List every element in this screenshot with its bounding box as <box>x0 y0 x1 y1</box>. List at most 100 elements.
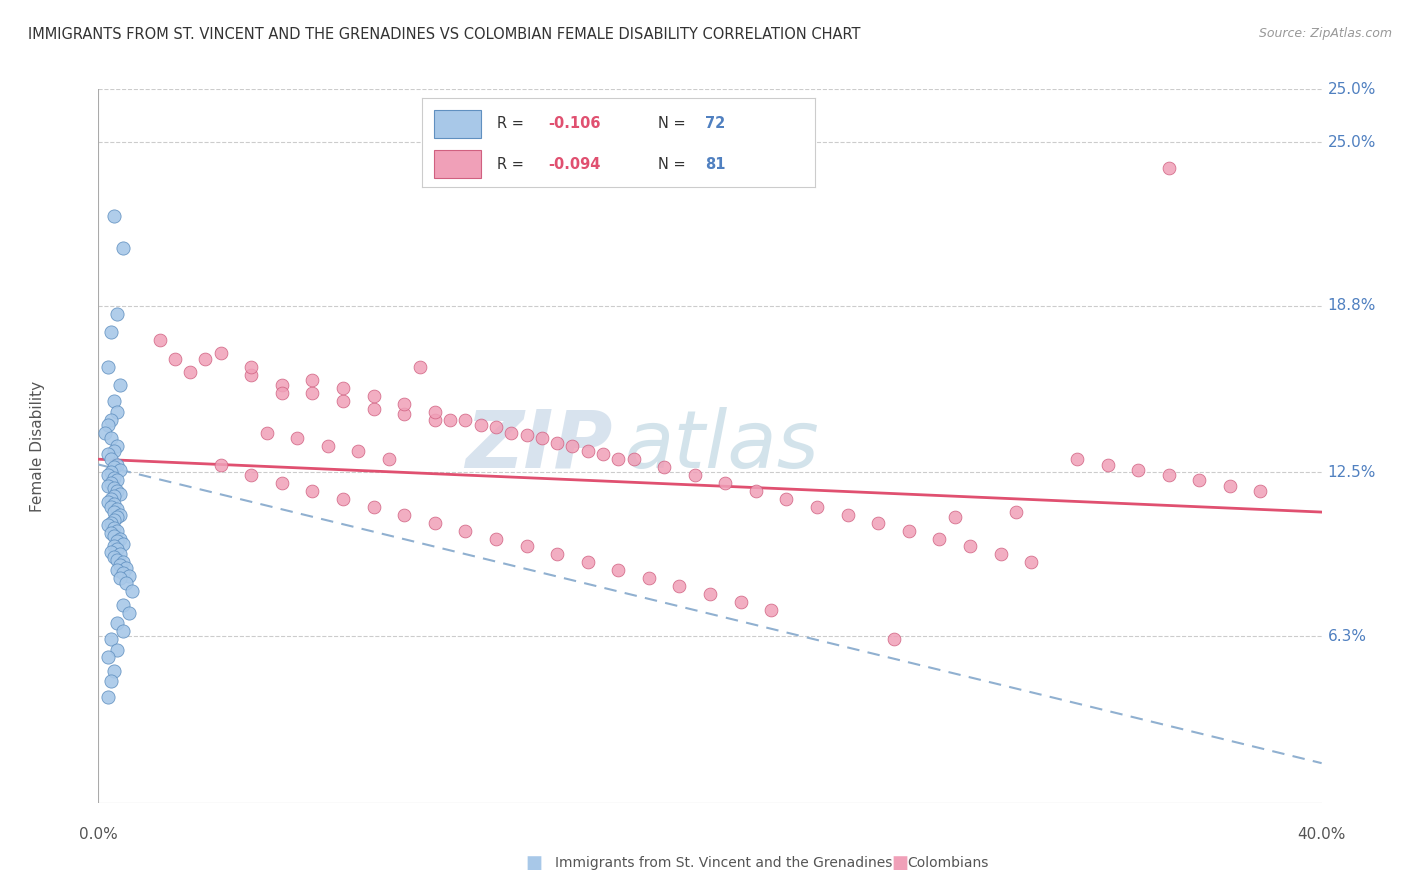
Text: 81: 81 <box>706 157 725 171</box>
Text: 18.8%: 18.8% <box>1327 299 1376 313</box>
Point <box>103 513 125 527</box>
Point <box>118 568 141 582</box>
Text: -0.106: -0.106 <box>548 117 600 131</box>
Text: 0.0%: 0.0% <box>79 827 118 841</box>
Point <box>100 516 122 530</box>
Point <box>115 560 138 574</box>
Point <box>392 397 416 411</box>
Text: N =: N = <box>658 157 690 171</box>
Point <box>100 545 122 559</box>
Point <box>97 690 120 704</box>
Point <box>105 563 128 577</box>
Text: -0.094: -0.094 <box>548 157 600 171</box>
Point <box>100 326 122 340</box>
Point <box>546 547 568 561</box>
Point <box>100 500 122 514</box>
Point <box>108 486 131 500</box>
Point <box>301 386 323 401</box>
Point <box>100 452 122 467</box>
Point <box>97 468 120 483</box>
Point <box>179 365 201 379</box>
Point <box>93 425 115 440</box>
Point <box>1188 474 1211 488</box>
Point <box>97 447 120 461</box>
Point <box>270 386 292 401</box>
Point <box>1019 555 1042 569</box>
Point <box>108 508 131 522</box>
Point <box>103 394 125 409</box>
Point <box>111 241 134 255</box>
Text: R =: R = <box>496 117 529 131</box>
Point <box>683 468 706 483</box>
Point <box>637 571 661 585</box>
Point <box>100 412 122 426</box>
Text: 6.3%: 6.3% <box>1327 629 1367 644</box>
Point <box>115 576 138 591</box>
Point <box>454 524 477 538</box>
Point <box>546 436 568 450</box>
Point <box>111 566 134 580</box>
Point <box>332 491 354 506</box>
Point <box>439 412 461 426</box>
Point <box>363 389 385 403</box>
Point <box>97 478 120 492</box>
Point <box>105 307 128 321</box>
FancyBboxPatch shape <box>433 150 481 178</box>
Point <box>111 555 134 569</box>
Point <box>1097 458 1119 472</box>
Point <box>105 502 128 516</box>
Point <box>363 500 385 514</box>
Point <box>108 547 131 561</box>
Text: 72: 72 <box>706 117 725 131</box>
Point <box>423 404 446 418</box>
Point <box>103 664 125 678</box>
Point <box>100 674 122 689</box>
Point <box>392 508 416 522</box>
Text: R =: R = <box>496 157 529 171</box>
Point <box>730 595 752 609</box>
Point <box>423 412 446 426</box>
Point <box>347 444 370 458</box>
Point <box>149 333 172 347</box>
Point <box>806 500 828 514</box>
Point <box>121 584 143 599</box>
Point <box>714 475 737 490</box>
Point <box>97 359 120 374</box>
Point <box>111 598 134 612</box>
Point <box>530 431 553 445</box>
Point <box>607 563 630 577</box>
Point <box>103 444 125 458</box>
Point <box>105 439 128 453</box>
Point <box>1128 463 1150 477</box>
Text: Colombians: Colombians <box>907 855 988 870</box>
Point <box>103 497 125 511</box>
Text: Immigrants from St. Vincent and the Grenadines: Immigrants from St. Vincent and the Gren… <box>555 855 893 870</box>
Point <box>240 368 263 382</box>
Point <box>576 444 599 458</box>
Point <box>240 359 263 374</box>
Point <box>105 552 128 566</box>
Point <box>699 587 721 601</box>
Text: ■: ■ <box>891 854 908 871</box>
Text: atlas: atlas <box>624 407 820 485</box>
Point <box>105 542 128 557</box>
Point <box>652 460 675 475</box>
Point <box>423 516 446 530</box>
Point <box>97 650 120 665</box>
Point <box>111 624 134 638</box>
Point <box>868 516 890 530</box>
Point <box>97 518 120 533</box>
Point <box>378 452 401 467</box>
Text: ■: ■ <box>526 854 543 871</box>
Text: IMMIGRANTS FROM ST. VINCENT AND THE GRENADINES VS COLOMBIAN FEMALE DISABILITY CO: IMMIGRANTS FROM ST. VINCENT AND THE GREN… <box>28 27 860 42</box>
Point <box>100 632 122 646</box>
Text: ZIP: ZIP <box>465 407 612 485</box>
Point <box>959 540 981 554</box>
Point <box>163 351 186 366</box>
Point <box>103 460 125 475</box>
Point <box>108 532 131 546</box>
Point <box>105 524 128 538</box>
Point <box>301 373 323 387</box>
Point <box>775 491 797 506</box>
Text: 25.0%: 25.0% <box>1327 135 1376 150</box>
